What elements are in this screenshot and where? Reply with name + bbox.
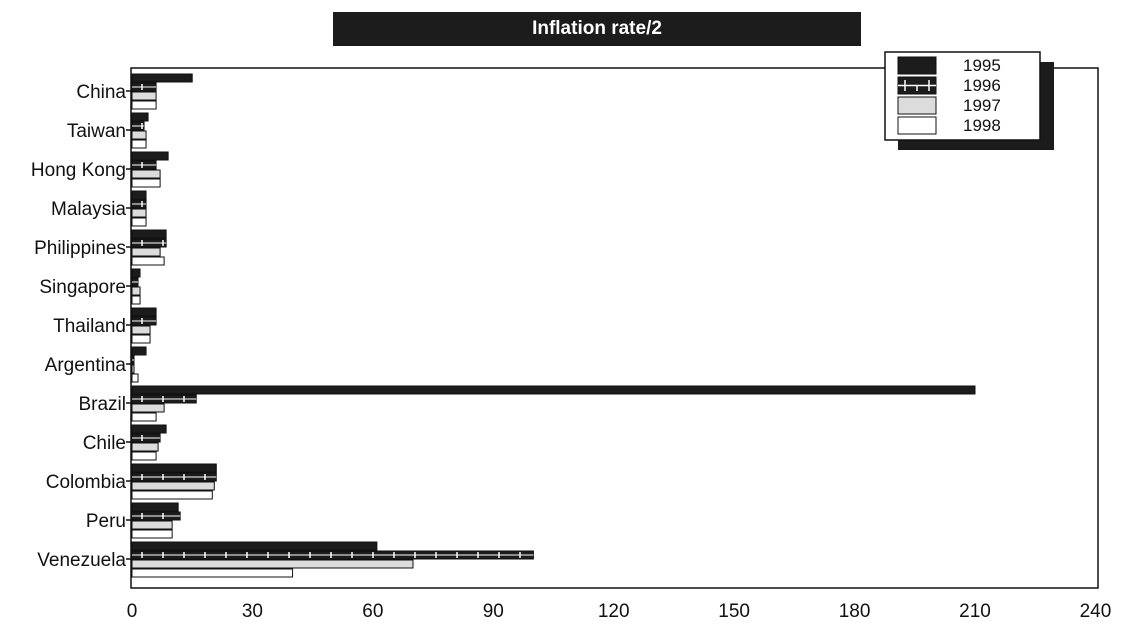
bar-1995-peru	[131, 502, 179, 512]
category-label: China	[76, 82, 126, 103]
bar-1997-venezuela	[131, 559, 414, 569]
bar-1995-china	[131, 73, 193, 83]
bar-1995-thailand	[131, 307, 157, 317]
bar-1997-chile	[131, 442, 159, 452]
bar-1997-singapore	[131, 286, 141, 296]
x-tick-label: 90	[483, 601, 504, 622]
bar-1998-peru	[131, 529, 173, 539]
category-label: Hong Kong	[31, 160, 126, 181]
bar-1998-singapore	[131, 295, 141, 305]
legend-swatch-1998	[897, 116, 937, 135]
bar-1997-argentina	[131, 364, 135, 374]
category-label: Colombia	[46, 472, 127, 493]
category-label: Taiwan	[67, 121, 126, 142]
x-tick-label: 120	[598, 601, 630, 622]
bar-1998-chile	[131, 451, 157, 461]
bar-1995-colombia	[131, 463, 217, 473]
legend-swatch-1997	[897, 96, 937, 115]
bar-1997-peru	[131, 520, 173, 530]
category-label: Thailand	[53, 316, 126, 337]
chart-title: Inflation rate/2	[333, 12, 861, 46]
bar-1995-venezuela	[131, 541, 378, 551]
bar-1997-brazil	[131, 403, 165, 413]
bar-1995-philippines	[131, 229, 167, 239]
x-tick-label: 180	[839, 601, 871, 622]
bar-1997-colombia	[131, 481, 215, 491]
category-label: Singapore	[39, 277, 126, 298]
bar-1998-brazil	[131, 412, 157, 422]
plot-frame	[130, 67, 1099, 589]
x-tick-label: 30	[242, 601, 263, 622]
x-tick-label: 240	[1080, 601, 1112, 622]
bar-1995-singapore	[131, 268, 141, 278]
category-label: Brazil	[78, 394, 126, 415]
bar-1998-venezuela	[131, 568, 294, 578]
bar-1997-taiwan	[131, 130, 147, 140]
bar-1995-taiwan	[131, 112, 149, 122]
category-label: Philippines	[34, 238, 126, 259]
bar-1998-taiwan	[131, 139, 147, 149]
bar-1997-china	[131, 91, 157, 101]
legend-swatch-1995	[897, 56, 937, 75]
category-label: Venezuela	[37, 550, 126, 571]
bar-1995-chile	[131, 424, 167, 434]
category-label: Chile	[83, 433, 126, 454]
bar-1998-hong-kong	[131, 178, 161, 188]
bar-1997-hong-kong	[131, 169, 161, 179]
bar-1995-brazil	[131, 385, 976, 395]
bar-1998-malaysia	[131, 217, 147, 227]
x-tick-label: 60	[362, 601, 383, 622]
legend-label: 1998	[963, 116, 1001, 135]
category-label: Malaysia	[51, 199, 126, 220]
bar-1998-philippines	[131, 256, 165, 266]
legend-label: 1997	[963, 96, 1001, 115]
bar-1995-argentina	[131, 346, 147, 356]
legend-label: 1995	[963, 56, 1001, 75]
bar-1998-argentina	[131, 373, 139, 383]
bar-1998-china	[131, 100, 157, 110]
x-tick-label: 150	[718, 601, 750, 622]
category-label: Peru	[86, 511, 126, 532]
bar-1997-thailand	[131, 325, 151, 335]
bar-1997-malaysia	[131, 208, 147, 218]
legend-label: 1996	[963, 76, 1001, 95]
x-tick-label: 0	[127, 601, 138, 622]
x-tick-label: 210	[959, 601, 991, 622]
bar-1995-hong-kong	[131, 151, 169, 161]
bar-1998-colombia	[131, 490, 213, 500]
bar-1997-philippines	[131, 247, 161, 257]
bar-1998-thailand	[131, 334, 151, 344]
bar-1995-malaysia	[131, 190, 147, 200]
category-label: Argentina	[45, 355, 127, 376]
